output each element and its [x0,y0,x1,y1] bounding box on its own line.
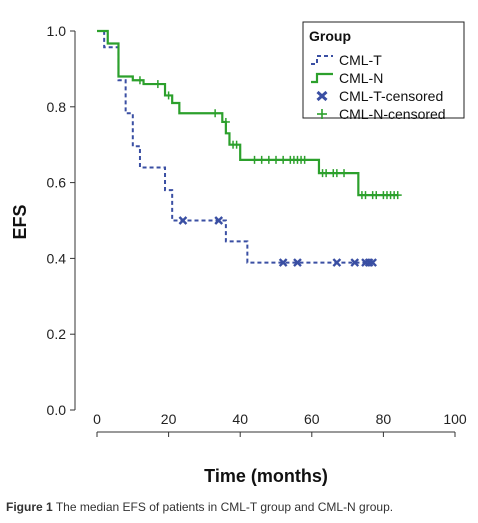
x-axis-title: Time (months) [204,466,328,486]
cml-n-censor-mark [279,155,288,164]
cml-n-censor-mark [153,80,162,89]
caption-text: The median EFS of patients in CML-T grou… [55,500,394,514]
legend-swatch-cml-t [311,55,333,65]
legend-entry: CML-N-censored [317,106,446,122]
cml-t-censor-mark [278,258,288,267]
cml-t-censor-mark [178,216,188,225]
cml-n-censor-mark [372,191,381,200]
legend-entry: CML-T-censored [316,88,443,104]
cml-n-censor-mark [232,140,241,149]
x-ticks: 0 20 40 60 80 100 [93,411,467,437]
cml-t-censor-mark [350,258,360,267]
cml-n-censor-mark [300,155,309,164]
y-tick-label: 1.0 [47,23,67,39]
x-tick-label: 80 [376,411,392,427]
x-tick-label: 0 [93,411,101,427]
y-axis-title: EFS [10,204,30,239]
y-ticks: 0.0 0.2 0.4 0.6 0.8 1.0 [47,23,75,418]
x-tick-label: 40 [232,411,248,427]
legend-entries: CML-T CML-N CML-T-censored CML-N-censored [311,52,446,122]
legend-title: Group [309,28,351,44]
legend-swatch-cml-t-censored [316,90,328,102]
cml-n-censor-mark [322,169,331,178]
cml-n-censor-mark [211,109,220,118]
x-tick-label: 20 [161,411,177,427]
legend-entry: CML-T [311,52,382,68]
y-tick-label: 0.6 [47,175,67,191]
cml-n-censor-mark [257,155,266,164]
cml-n-censor-mark [332,169,341,178]
y-tick-label: 0.2 [47,326,67,342]
cml-n-censor-mark [221,117,230,126]
cml-n-censor-mark [361,191,370,200]
legend-swatch-cml-n-censored [317,109,327,119]
legend-entry: CML-N [311,70,383,86]
cml-n-censor-mark [393,191,402,200]
caption-label: Figure 1 [6,500,53,514]
cml-n-censor-mark [164,91,173,100]
chart-axes: 0 20 40 60 80 100 0.0 0.2 0.4 0.6 0.8 1.0 EFS Time… [10,23,467,486]
y-tick-label: 0.8 [47,99,67,115]
legend-swatch-cml-n [311,72,333,84]
legend-label: CML-T-censored [339,88,443,104]
cml-n-censor-mark [340,169,349,178]
cml-t-censor-mark [214,216,224,225]
cml-t-censor-mark [293,258,302,267]
cml-n-censor-mark [250,155,259,164]
x-tick-label: 100 [443,411,467,427]
legend-box [302,21,465,119]
legend-label: CML-N-censored [339,106,446,122]
cml-t-censor-mark [332,258,342,267]
legend-label: CML-T [339,52,382,68]
cml-n-censor-mark [264,155,273,164]
y-tick-label: 0.4 [47,250,67,266]
plot-area [97,29,402,267]
y-tick-label: 0.0 [47,402,67,418]
legend-label: CML-N [339,70,383,86]
cml-n-censor-mark [135,76,144,85]
km-chart: 0 20 40 60 80 100 0.0 0.2 0.4 0.6 0.8 1.0 EFS Time… [10,21,467,486]
cml-n-censor-mark [272,155,280,164]
x-tick-label: 60 [304,411,320,427]
cml-t-censor-mark [368,258,378,267]
legend: Group CML-T CML-N CML-T-censored CML-N-cens… [302,21,465,122]
figure-caption: Figure 1 The median EFS of patients in C… [6,500,472,514]
